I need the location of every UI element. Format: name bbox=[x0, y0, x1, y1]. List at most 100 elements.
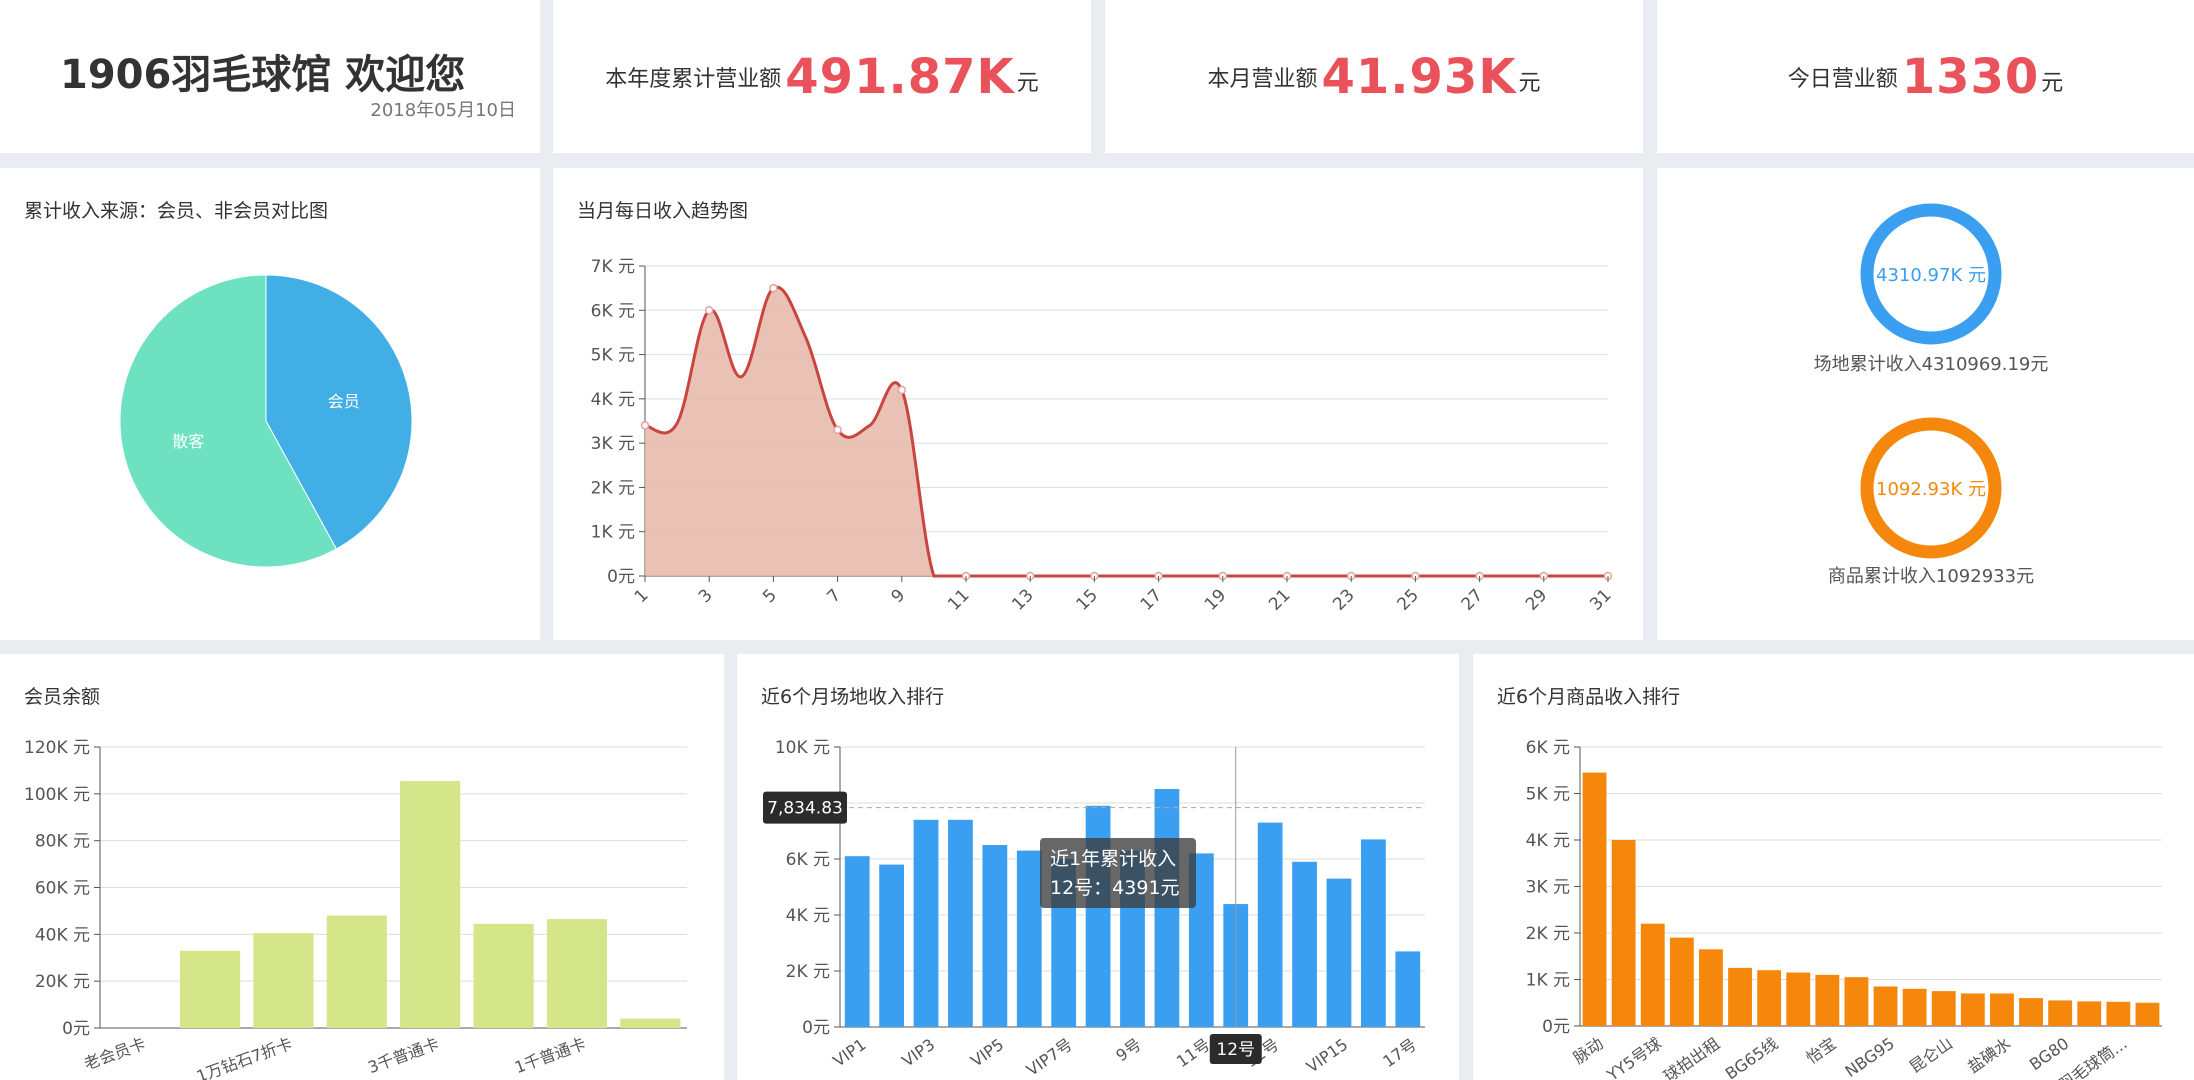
goods-ytick-label: 0元 bbox=[1542, 1017, 1570, 1037]
venue-title: 近6个月场地收入排行 bbox=[761, 686, 945, 708]
venue-bar bbox=[948, 819, 973, 1027]
venue-ring bbox=[1860, 203, 2002, 345]
goods-bar bbox=[1815, 974, 1840, 1026]
goods-ring-label: 商品累计收入1092933元 bbox=[1828, 566, 2034, 587]
goods-ytick-label: 4K 元 bbox=[1526, 831, 1570, 851]
venue-xtick-label: 11号 bbox=[1173, 1035, 1214, 1071]
goods-bar bbox=[1786, 972, 1811, 1026]
trend-xtick-label: 13 bbox=[1008, 585, 1037, 614]
venue-marker-badge bbox=[763, 791, 847, 824]
trend-xtick-label: 15 bbox=[1072, 585, 1101, 614]
trend-xtick-label: 23 bbox=[1329, 585, 1358, 614]
balance-xtick-label: 1千普通卡 bbox=[512, 1034, 588, 1077]
trend-ytick-label: 4K 元 bbox=[591, 390, 635, 410]
goods-title: 近6个月商品收入排行 bbox=[1497, 686, 1681, 708]
trend-xtick-label: 7 bbox=[823, 585, 845, 607]
goods-ytick-label: 3K 元 bbox=[1526, 878, 1570, 898]
goods-chart[interactable]: 0元 1K 元 2K 元 3K 元 4K 元 5K 元 6K 元脉动YY5号球球拍出租BG6… bbox=[1473, 654, 2194, 1080]
trend-xtick-label: 25 bbox=[1393, 585, 1422, 614]
kpi-month-unit: 元 bbox=[1518, 70, 1541, 96]
balance-ytick-label: 20K 元 bbox=[35, 972, 90, 992]
kpi-year-label: 本年度累计营业额 bbox=[605, 66, 782, 92]
balance-ytick-label: 100K 元 bbox=[24, 785, 90, 805]
goods-bar bbox=[1902, 988, 1927, 1026]
kpi-today-label: 今日营业额 bbox=[1787, 66, 1898, 92]
trend-point bbox=[640, 421, 650, 430]
trend-ytick-label: 5K 元 bbox=[591, 346, 635, 366]
trend-ytick-label: 2K 元 bbox=[591, 478, 635, 498]
venue-ring-label: 场地累计收入4310969.19元 bbox=[1814, 354, 2049, 375]
goods-xtick-label: 怡宝 bbox=[1803, 1034, 1840, 1068]
trend-xtick-label: 9 bbox=[888, 585, 910, 607]
goods-bar bbox=[1844, 977, 1869, 1026]
venue-tooltip bbox=[1040, 838, 1196, 908]
kpi-today-unit: 元 bbox=[2041, 70, 2064, 96]
pie-title: 累计收入来源：会员、非会员对比图 bbox=[24, 200, 329, 222]
goods-bar bbox=[1757, 970, 1782, 1026]
goods-xtick-label: 昆仑山 bbox=[1906, 1034, 1956, 1077]
trend-area bbox=[645, 287, 1608, 576]
trend-xtick-label: 21 bbox=[1265, 585, 1294, 614]
venue-bar bbox=[913, 819, 939, 1027]
venue-bar bbox=[1326, 878, 1352, 1027]
venue-xtick-label: VIP15 bbox=[1303, 1035, 1351, 1077]
goods-ytick-label: 6K 元 bbox=[1526, 738, 1570, 758]
goods-bar bbox=[1960, 993, 1985, 1026]
trend-xtick-label: 19 bbox=[1201, 585, 1230, 614]
balance-ytick-label: 80K 元 bbox=[35, 832, 90, 852]
balance-bar bbox=[253, 933, 314, 1028]
venue-xtick-label: VIP3 bbox=[898, 1035, 938, 1071]
balance-xtick-label: 1万钻石7折卡 bbox=[194, 1034, 295, 1080]
venue-ytick-label: 0元 bbox=[802, 1018, 830, 1038]
kpi-today-value: 1330 bbox=[1901, 48, 2040, 105]
venue-xtick-label: 9号 bbox=[1112, 1035, 1144, 1066]
goods-bar bbox=[2135, 1002, 2160, 1026]
venue-ring-value: 4310.97K 元 bbox=[1876, 265, 1986, 286]
trend-xtick-label: 27 bbox=[1458, 585, 1487, 614]
venue-bar bbox=[1292, 861, 1317, 1027]
trend-xtick-label: 17 bbox=[1137, 585, 1166, 614]
venue-tooltip-title: 近1年累计收入 bbox=[1050, 848, 1176, 870]
goods-ytick-label: 5K 元 bbox=[1526, 785, 1570, 805]
pie-slice-label: 散客 bbox=[172, 432, 204, 451]
goods-bar bbox=[1611, 840, 1636, 1026]
goods-ytick-label: 1K 元 bbox=[1526, 971, 1570, 991]
venue-ytick-label: 10K 元 bbox=[775, 738, 830, 758]
balance-bar bbox=[326, 915, 387, 1028]
goods-bar bbox=[1640, 923, 1665, 1026]
kpi-year-unit: 元 bbox=[1016, 70, 1039, 96]
venue-bar bbox=[982, 845, 1008, 1027]
venue-xtick-label: 17号 bbox=[1379, 1035, 1420, 1071]
venue-xtick-label: VIP5 bbox=[967, 1035, 1007, 1071]
trend-xtick-label: 11 bbox=[944, 585, 973, 614]
venue-xtick-label: VIP7号 bbox=[1023, 1035, 1076, 1080]
balance-bar bbox=[179, 950, 241, 1028]
venue-bar bbox=[1257, 822, 1283, 1027]
venue-axis-pointer-label: 12号 bbox=[1216, 1040, 1255, 1060]
kpi-month-label: 本月营业额 bbox=[1207, 66, 1318, 92]
goods-ytick-label: 2K 元 bbox=[1526, 924, 1570, 944]
welcome-card: 1906羽毛球馆 欢迎您 2018年05月10日 bbox=[0, 0, 540, 153]
balance-bar bbox=[400, 780, 461, 1028]
kpi-month-revenue: 本月营业额 41.93K 元 bbox=[1105, 0, 1643, 153]
trend-xtick-label: 29 bbox=[1522, 585, 1551, 614]
venue-bar bbox=[1360, 839, 1386, 1027]
goods-bar bbox=[1669, 937, 1694, 1026]
balance-bar bbox=[473, 923, 534, 1028]
goods-bar bbox=[2048, 1000, 2073, 1026]
goods-panel: 近6个月商品收入排行 0元 1K 元 2K 元 3K 元 4K 元 5K 元 6K 元脉动 Y… bbox=[1473, 654, 2194, 1080]
goods-xtick-label: BG80 bbox=[2026, 1034, 2072, 1074]
trend-xtick-label: 5 bbox=[759, 585, 781, 607]
kpi-year-value: 491.87K bbox=[785, 48, 1015, 105]
balance-bar bbox=[546, 919, 608, 1028]
goods-bar bbox=[2106, 1001, 2131, 1026]
goods-bar bbox=[1699, 949, 1723, 1026]
venue-ytick-label: 2K 元 bbox=[786, 962, 830, 982]
venue-tooltip-line: 12号：4391元 bbox=[1050, 877, 1180, 899]
kpi-month-value: 41.93K bbox=[1321, 48, 1517, 105]
venue-xtick-label: VIP1 bbox=[830, 1035, 870, 1071]
